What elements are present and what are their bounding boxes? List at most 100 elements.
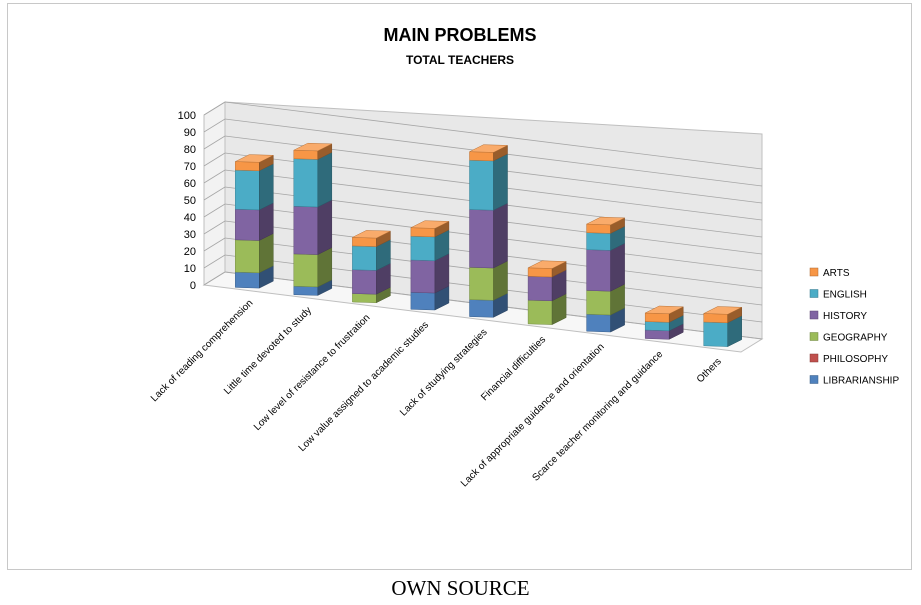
bar-segment xyxy=(469,202,508,269)
bar-front-face xyxy=(293,149,319,160)
bar-front-face xyxy=(527,299,553,325)
legend-swatch xyxy=(809,289,819,298)
y-gridline-side xyxy=(203,271,226,286)
legend-label: HISTORY xyxy=(823,311,867,322)
category-label: Scarce teacher monitoring and guidance xyxy=(531,349,666,484)
bar-top-face xyxy=(586,216,625,226)
y-gridline-side xyxy=(203,237,226,252)
y-tick-label: 60 xyxy=(184,178,196,190)
y-gridline-side xyxy=(203,101,226,116)
bar-top-face xyxy=(703,306,742,315)
bar-top-face xyxy=(293,142,332,152)
bar-front-face xyxy=(703,313,728,324)
category-label: Low level of resistance to frustration xyxy=(252,312,373,433)
category-label: Lack of appropriate guidance and orienta… xyxy=(459,342,607,490)
y-gridline-side xyxy=(203,152,226,167)
bar-front-face xyxy=(527,276,553,302)
bar-front-face xyxy=(352,293,377,303)
y-gridline-side xyxy=(203,220,226,235)
bar-front-face xyxy=(410,292,436,311)
bar-segment xyxy=(293,199,333,256)
bar-front-face xyxy=(644,321,670,332)
chart-title: MAIN PROBLEMS xyxy=(384,25,537,45)
legend-swatch xyxy=(809,332,819,341)
bar-segment xyxy=(293,151,333,208)
bar-front-face xyxy=(293,285,319,296)
bar-front-face xyxy=(586,232,611,251)
bar-front-face xyxy=(352,269,377,295)
bar-front-face xyxy=(469,159,494,211)
bar-side-face xyxy=(493,153,508,211)
bar-front-face xyxy=(235,208,260,241)
bar-front-face xyxy=(586,313,611,333)
bar-segment xyxy=(469,152,508,211)
bar-front-face xyxy=(527,267,553,278)
y-tick-label: 80 xyxy=(184,144,196,156)
bar-top-face xyxy=(235,154,274,163)
legend-label: ENGLISH xyxy=(823,290,867,301)
y-gridline-side xyxy=(203,118,226,133)
bar-segment xyxy=(527,260,567,278)
legend-swatch xyxy=(809,310,819,320)
bar-front-face xyxy=(235,169,260,211)
y-tick-label: 20 xyxy=(184,246,196,258)
bar-front-face xyxy=(586,223,611,234)
bar-front-face xyxy=(352,245,377,271)
category-label: Lack of reading comprehension xyxy=(149,298,255,404)
bar-front-face xyxy=(703,321,728,347)
category-label: Low value assigned to academic studies xyxy=(297,320,431,454)
bar-top-face xyxy=(352,230,391,239)
bar-front-face xyxy=(644,312,670,323)
legend-label: ARTS xyxy=(823,268,850,279)
category-label: Others xyxy=(695,356,724,385)
bar-top-face xyxy=(410,220,450,229)
bar-front-face xyxy=(469,151,494,162)
chart-subtitle: TOTAL TEACHERS xyxy=(406,53,514,67)
legend-swatch xyxy=(809,353,819,363)
bar-front-face xyxy=(410,259,436,294)
bar-side-face xyxy=(317,199,333,256)
y-gridline xyxy=(224,101,763,170)
legend-label: PHILOSOPHY xyxy=(823,354,888,365)
bar-front-face xyxy=(410,235,436,261)
bar-top-face xyxy=(527,260,567,269)
y-gridline-side xyxy=(203,186,226,201)
bar-segment xyxy=(293,142,333,160)
y-tick-label: 70 xyxy=(184,161,196,173)
bar-front-face xyxy=(469,267,494,301)
bar-segment xyxy=(469,144,508,162)
y-tick-label: 30 xyxy=(184,229,196,241)
bar-front-face xyxy=(235,161,260,172)
bar-front-face xyxy=(410,227,436,238)
bar-segment xyxy=(586,216,625,234)
bar-segment xyxy=(703,306,742,324)
chart-frame: MAIN PROBLEMS TOTAL TEACHERS 0 10 20 30 40 50 60… xyxy=(7,3,912,570)
legend-swatch xyxy=(809,375,819,384)
bar-side-face xyxy=(259,163,274,211)
legend-label: GEOGRAPHY xyxy=(823,333,888,344)
y-tick-label: 40 xyxy=(184,212,196,224)
bar-front-face xyxy=(469,299,494,318)
bar-front-face xyxy=(644,329,670,340)
category-label: Financial difficulties xyxy=(479,334,548,403)
bar-front-face xyxy=(352,237,377,247)
bar-front-face xyxy=(235,239,260,274)
bar-front-face xyxy=(293,253,319,288)
source-caption: OWN SOURCE xyxy=(391,576,530,600)
bar-segment xyxy=(235,154,274,172)
legend-swatch xyxy=(809,267,819,277)
y-tick-label: 100 xyxy=(178,110,196,122)
bar-top-face xyxy=(645,305,684,315)
bar-front-face xyxy=(586,249,611,292)
bar-front-face xyxy=(293,206,319,255)
bar-front-face xyxy=(235,271,260,289)
bar-front-face xyxy=(469,209,494,269)
bar-side-face xyxy=(610,242,625,292)
bar-side-face xyxy=(493,202,508,269)
bar-side-face xyxy=(317,151,333,208)
y-gridline-side xyxy=(203,169,226,184)
bar-front-face xyxy=(586,290,611,316)
y-gridline-side xyxy=(203,254,226,269)
bar-segment xyxy=(410,220,450,238)
y-tick-label: 90 xyxy=(184,127,196,139)
